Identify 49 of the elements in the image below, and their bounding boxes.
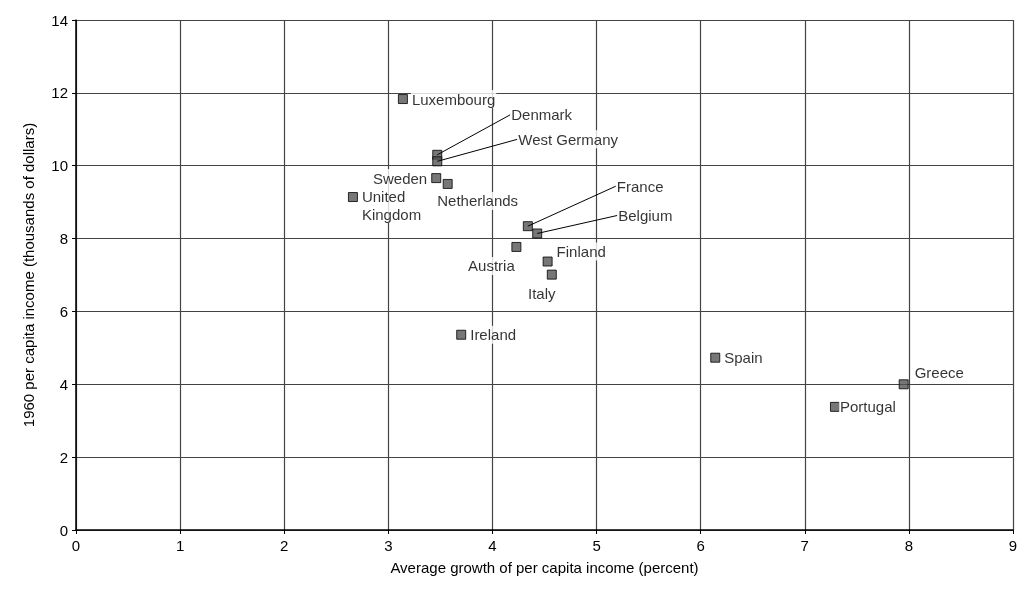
point [456, 329, 467, 340]
annotation: Portugal [839, 398, 896, 416]
annotation: Netherlands [437, 192, 519, 210]
x-tick-label: 0 [71, 537, 81, 554]
point [542, 256, 553, 267]
point [511, 241, 522, 252]
y-tick-label: 10 [51, 157, 68, 175]
annotation: Spain [724, 349, 763, 367]
annotation: France [616, 177, 664, 195]
x-tick-label: 3 [384, 537, 393, 554]
y-tick-label: 14 [51, 11, 68, 29]
point [442, 178, 453, 189]
annotation: Denmark [511, 106, 573, 124]
y-tick-label: 6 [59, 302, 68, 320]
annotation: Luxembourg [411, 90, 496, 108]
point [431, 173, 442, 184]
x-tick-label: 4 [488, 537, 497, 554]
x-tick-label: 5 [592, 537, 601, 554]
point [397, 94, 408, 105]
annotation: West Germany [518, 130, 619, 148]
x-tick-label: 6 [696, 537, 705, 554]
point [710, 352, 721, 363]
y-tick-label: 0 [59, 521, 68, 539]
annotation: Austria [468, 257, 516, 275]
x-tick-label: 9 [1008, 537, 1018, 554]
point [546, 269, 557, 280]
y-tick-label: 12 [51, 84, 68, 102]
x-tick-label: 8 [904, 537, 914, 554]
annotation: United Kingdom [361, 187, 422, 223]
y-axis-title: 1960 per capita income (thousands of dollars) [20, 122, 37, 428]
y-tick-label: 4 [59, 375, 68, 393]
point [432, 156, 443, 167]
point [829, 401, 840, 412]
annotation: Sweden [373, 169, 428, 187]
annotation: Belgium [618, 206, 673, 224]
point [898, 379, 909, 390]
annotation: Finland [556, 243, 606, 261]
y-tick-label: 2 [59, 448, 68, 466]
annotation: Ireland [470, 326, 517, 344]
x-tick-label: 7 [800, 537, 809, 554]
point [532, 228, 543, 239]
y-tick-label: 8 [59, 230, 68, 248]
annotation: Greece [914, 363, 964, 381]
annotation: Italy [528, 285, 557, 303]
point [347, 192, 358, 203]
x-tick-label: 2 [280, 537, 289, 554]
point [522, 221, 533, 232]
x-axis-title: Average growth of per capita income (percent) [390, 559, 699, 576]
x-tick-label: 1 [175, 537, 185, 554]
